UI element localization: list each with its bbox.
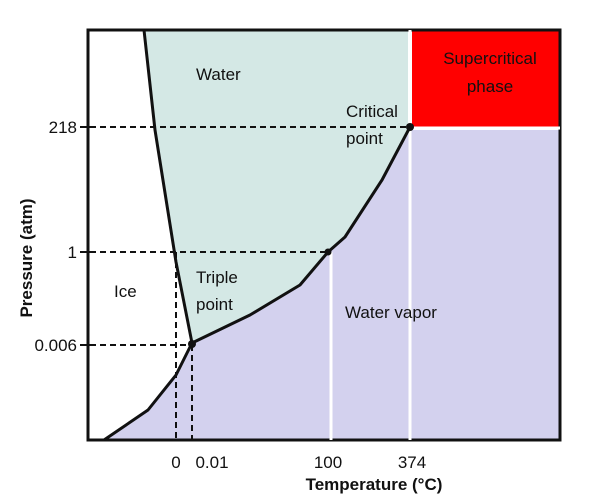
critical-point-label-line1: Critical [346,102,398,121]
x-tick-label-001: 0.01 [195,453,228,472]
region-label-supercritical-line1: Supercritical [443,49,537,68]
triple-point-label-line2: point [196,295,233,314]
region-label-water: Water [196,65,241,84]
x-tick-label-0: 0 [171,453,180,472]
y-tick-label-0006: 0.006 [34,336,77,355]
water-region [144,30,408,343]
plot-frame [86,28,562,442]
boiling-point-marker [324,248,332,256]
critical-point-label-line2: point [346,129,383,148]
region-label-water-vapor: Water vapor [345,303,437,322]
x-tick-label-374: 374 [398,453,426,472]
critical-point-marker [406,123,414,131]
supercritical-region [412,30,560,127]
y-tick-label-1: 1 [68,243,77,262]
x-tick-label-100: 100 [314,453,342,472]
triple-point-label-line1: Triple [196,268,238,287]
x-axis-title: Temperature (°C) [306,475,443,494]
sublimation-curve [103,342,194,442]
triple-point-marker [188,340,196,348]
y-tick-label-218: 218 [49,118,77,137]
y-axis-title: Pressure (atm) [17,198,36,317]
melting-curve [142,29,194,344]
region-label-ice: Ice [114,282,137,301]
region-label-supercritical-line2: phase [467,77,513,96]
